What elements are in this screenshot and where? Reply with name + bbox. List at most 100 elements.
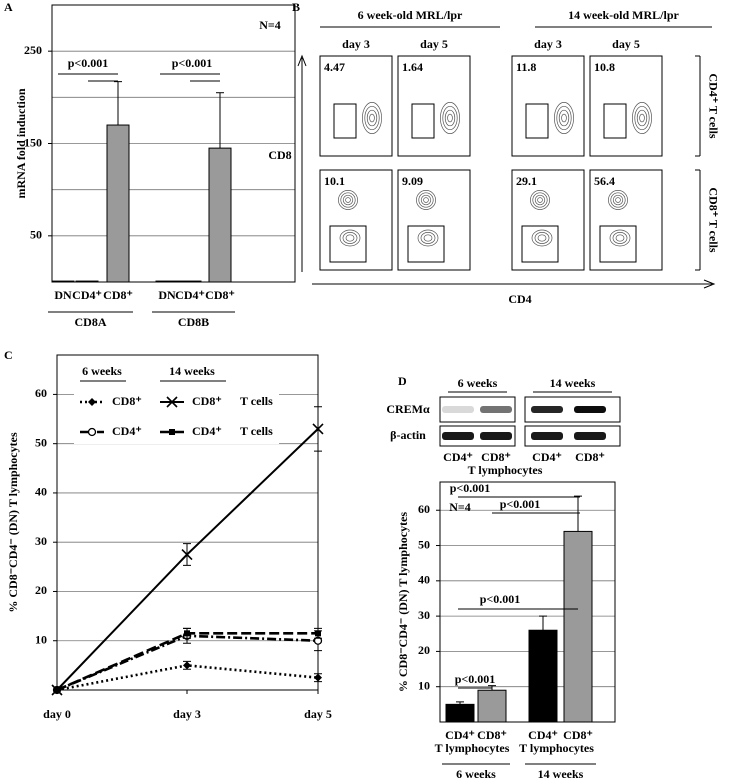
gate-percentage: 9.09 [402,174,423,188]
panel-letter: B [292,0,300,14]
group-label: CD8B [178,315,209,329]
y-tick-label: 60 [35,386,47,400]
contour [362,102,382,134]
contour [534,194,546,206]
y-tick-label: 50 [30,228,42,242]
band [480,432,512,440]
y-tick-label: 40 [35,485,47,499]
flow-plot [397,169,471,271]
contour [338,190,358,210]
gate [333,103,357,139]
contour [639,113,645,123]
annotation: p<0.001 [480,592,521,606]
x-tick-label: DN [158,288,176,302]
annotation: N=4 [449,500,471,514]
bar [106,124,130,283]
x-tick-label: day 0 [43,707,71,721]
contour [615,197,621,203]
contour [534,232,550,244]
point [181,548,193,561]
gate-percentage: 1.64 [402,60,423,74]
band [531,406,563,413]
point [169,429,175,435]
contour [342,194,354,206]
contour [420,194,432,206]
group-label: 6 weeks [456,767,496,781]
point [184,630,190,637]
gate-percentage: 56.4 [594,174,615,188]
contour [369,113,375,123]
legend-group: 6 weeks [82,364,122,378]
blot-frame [524,425,621,447]
blot-group: 14 weeks [550,376,596,390]
point [314,673,322,682]
point [87,427,97,437]
x-tick-sublabel: T lymphocytes [519,741,594,755]
band [531,432,563,440]
x-tick-label: CD4⁺ [528,728,558,742]
contour [345,234,355,242]
contour [416,190,436,210]
contour [612,194,624,206]
contour [423,197,429,203]
contour [636,109,648,127]
annotation: N=4 [259,18,281,32]
panel-letter: D [398,374,407,388]
gate [329,225,367,263]
point [315,630,321,637]
contour [339,229,361,247]
axis-label: CD8 [268,148,291,162]
contour [632,102,652,134]
plot-frame [439,481,616,723]
band [574,432,606,440]
gate-percentage: 4.47 [324,60,345,74]
gate-percentage: 10.8 [594,60,615,74]
y-axis-label: % CD8⁻CD4⁻ (DN) T lymphocytes [6,432,20,613]
blot-lane-label: CD8⁺ [481,450,511,464]
axis-arrow [297,54,307,272]
legend-label: CD4⁺ [192,424,222,438]
panel-letter: A [4,0,13,14]
contour [537,234,547,242]
contour [345,197,351,203]
group-label: 14 weeks [538,767,584,781]
bar [445,703,475,723]
y-tick-label: 40 [418,573,430,587]
bar [75,280,99,283]
bar [208,147,232,283]
contour [444,109,456,127]
y-tick-label: 30 [418,608,430,622]
x-tick-label: CD8⁺ [103,288,133,302]
contour [537,197,543,203]
contour [447,113,453,123]
x-tick-label: CD8⁺ [563,728,593,742]
legend-label: CD8⁺ [112,394,142,408]
blot-lane-label: CD4⁺ [532,450,562,464]
legend-label: T cells [240,394,273,408]
y-axis-label: % CD8⁻CD4⁻ (DN) T lymphocytes [396,512,410,693]
x-tick-sublabel: T lymphocytes [435,741,510,755]
gate-percentage: 29.1 [516,174,537,188]
contour [340,192,356,208]
contour [423,234,433,242]
column-label: day 5 [612,37,640,51]
gate-percentage: 10.1 [324,174,345,188]
point [166,396,178,408]
column-group: 14 week-old MRL/lpr [568,8,679,22]
y-tick-label: 30 [35,534,47,548]
x-tick-label: CD4⁺ [445,728,475,742]
y-tick-label: 250 [24,43,42,57]
x-tick-label: CD4⁺ [72,288,102,302]
contour [418,192,434,208]
legend-label: T cells [240,424,273,438]
blot-frame [439,425,516,447]
contour [554,102,574,134]
point [88,398,96,406]
axis-arrow [312,279,716,289]
point [183,661,191,670]
bar [528,629,558,723]
contour [530,190,550,210]
x-tick-label: DN [54,288,72,302]
annotation: p<0.001 [68,56,109,70]
